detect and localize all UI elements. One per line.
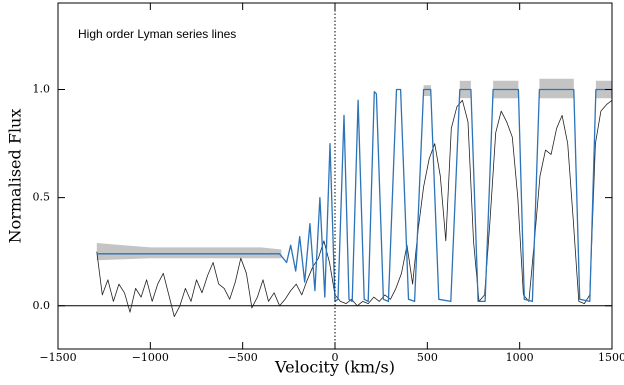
y-tick-label: 1.0: [33, 83, 51, 96]
x-tick-label: 500: [417, 351, 438, 364]
x-axis-label: Velocity (km/s): [274, 358, 395, 377]
uncertainty-band: [539, 78, 574, 99]
x-tick-label: 0: [332, 351, 339, 364]
x-tick-label: −1500: [39, 351, 76, 364]
series-line: [96, 88, 612, 303]
uncertainty-band: [96, 243, 282, 261]
annotation: High order Lyman series lines: [78, 27, 236, 41]
y-tick-label: 0.0: [33, 299, 51, 312]
x-tick-label: 1500: [598, 351, 624, 364]
uncertainty-band: [423, 85, 431, 96]
x-tick-label: −1000: [132, 351, 169, 364]
y-tick-label: 0.5: [33, 191, 51, 204]
x-tick-label: 1000: [506, 351, 534, 364]
x-tick-label: −500: [228, 351, 258, 364]
series-line: [96, 99, 613, 317]
y-axis-label: Normalised Flux: [6, 109, 25, 244]
